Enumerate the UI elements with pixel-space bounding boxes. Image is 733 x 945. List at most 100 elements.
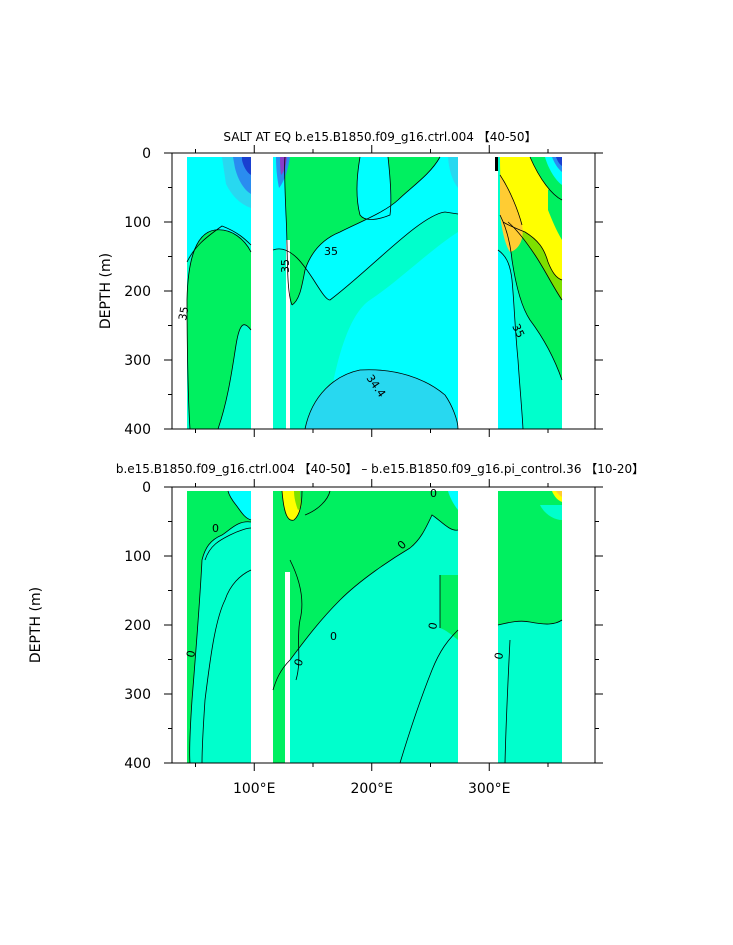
top-fill-purple-coast xyxy=(280,157,287,175)
top-panel: SALT AT EQ b.e15.B1850.f09_g16.ctrl.004 … xyxy=(98,130,603,438)
top-fill-deep-west xyxy=(242,157,251,175)
bot-contour-line-8 xyxy=(497,619,563,626)
top-ylabel: DEPTH (m) xyxy=(98,253,114,329)
bot-fill-aqua-lower xyxy=(400,630,458,763)
top-axis-ticks xyxy=(164,145,603,437)
top-fill-lightblue-bottom xyxy=(305,369,458,429)
top-contour-line-5 xyxy=(284,156,293,306)
top-contour-line-11 xyxy=(499,214,563,381)
bot-contour-line-2 xyxy=(227,490,252,521)
top-land-black xyxy=(495,157,498,171)
bot-fill-cyan-eastedge xyxy=(448,491,458,510)
top-ytick-label-3: 300 xyxy=(124,353,151,369)
top-contour-line-14 xyxy=(499,174,523,226)
bottom-ylabel: DEPTH (m) xyxy=(28,587,44,663)
top-contour-label-2: 35 xyxy=(279,259,292,273)
bot-mask-strip-1 xyxy=(251,487,273,763)
top-contour-label-1: 35 xyxy=(176,305,191,321)
top-contour-line-8 xyxy=(304,369,459,429)
bot-contour-label-2: 0 xyxy=(184,649,198,658)
bottom-ytick-label-2: 200 xyxy=(124,618,151,634)
bot-fill-green-eastedge xyxy=(440,575,458,640)
bottom-xtick-labels: 100°E 200°E 300°E xyxy=(233,781,511,797)
top-fill-cyan-east xyxy=(498,250,523,429)
bot-contour-line-4 xyxy=(201,569,252,763)
top-mask-strip-3 xyxy=(458,153,498,429)
bot-fill-green-west xyxy=(187,491,251,763)
bottom-ytick-labels: 0 100 200 300 400 xyxy=(124,480,151,772)
bottom-ytick-label-0: 0 xyxy=(142,480,151,496)
top-contour-line-9 xyxy=(356,156,392,220)
bottom-panel: b.e15.B1850.f09_g16.ctrl.004 【40-50】 – b… xyxy=(28,462,644,797)
top-mask-strip-2 xyxy=(286,240,290,429)
bot-mask-left xyxy=(172,487,187,763)
top-panel-title: SALT AT EQ b.e15.B1850.f09_g16.ctrl.004 … xyxy=(223,130,536,144)
bot-mask-strip-3 xyxy=(458,487,498,763)
top-contour-line-2 xyxy=(186,229,252,301)
top-contour-label-5: 35 xyxy=(509,322,527,340)
top-fill-green-central xyxy=(284,157,440,305)
bot-contour-label-7: 0 xyxy=(430,487,437,500)
top-fill-blue-coast xyxy=(276,157,290,188)
bot-contour-line-1 xyxy=(189,521,252,763)
top-fill-green-cape xyxy=(357,157,391,220)
top-contour-line-12 xyxy=(507,221,563,301)
top-fill-deep-corner xyxy=(556,157,562,166)
top-contour-line-10 xyxy=(497,249,524,429)
top-ytick-label-1: 100 xyxy=(124,215,151,231)
bot-contour-label-6: 0 xyxy=(426,621,440,630)
bottom-xtick-label-1: 200°E xyxy=(350,781,393,797)
top-contour-line-4 xyxy=(217,324,252,429)
top-fill-lightblue-east-edge xyxy=(448,157,458,188)
bot-contour-label-1: 0 xyxy=(212,522,219,535)
bottom-panel-title: b.e15.B1850.f09_g16.ctrl.004 【40-50】 – b… xyxy=(116,462,644,476)
bot-fill-aqua-east xyxy=(498,620,562,763)
bot-mask-strip-2 xyxy=(285,572,290,763)
bottom-contour-labels: 0 0 0 0 0 0 0 0 xyxy=(184,487,506,668)
top-contour-line-3 xyxy=(186,299,191,429)
top-mask-strip-1 xyxy=(251,153,273,429)
top-fill-orange-east xyxy=(500,175,523,252)
bot-contour-label-4: 0 xyxy=(330,630,337,643)
bottom-ytick-label-4: 400 xyxy=(124,756,151,772)
top-contour-label-3: 35 xyxy=(324,245,338,258)
bottom-contour-fills: 0 0 0 0 0 0 0 0 xyxy=(172,487,595,763)
bot-fill-aqua-corner xyxy=(540,505,562,520)
bot-fill-aqua-west xyxy=(199,528,251,763)
bot-contour-label-3: 0 xyxy=(292,657,307,668)
top-ytick-label-0: 0 xyxy=(142,146,151,162)
bot-fill-green-strip xyxy=(273,530,285,763)
bot-mask-right xyxy=(562,487,595,763)
top-ytick-label-2: 200 xyxy=(124,284,151,300)
bottom-xtick-label-2: 300°E xyxy=(468,781,511,797)
bot-contour-line-12 xyxy=(289,559,303,681)
bottom-contour-lines xyxy=(189,490,563,763)
top-contour-line-7 xyxy=(272,211,459,301)
top-contour-line-15 xyxy=(529,156,563,201)
bot-contour-line-3 xyxy=(204,527,252,561)
top-contour-lines xyxy=(186,156,563,429)
bot-contour-line-5 xyxy=(272,514,459,691)
top-ytick-label-4: 400 xyxy=(124,422,151,438)
bot-fill-green-patch xyxy=(300,491,330,515)
top-mask-left xyxy=(172,153,187,429)
bottom-xtick-label-0: 100°E xyxy=(233,781,276,797)
bot-fill-cyan-west xyxy=(228,491,251,520)
top-contour-line-13 xyxy=(502,221,563,281)
bot-fill-green-central xyxy=(273,491,458,690)
top-contour-line-6 xyxy=(291,156,441,306)
bottom-ytick-label-3: 300 xyxy=(124,687,151,703)
bottom-axis-ticks xyxy=(164,479,603,771)
bot-contour-line-10 xyxy=(281,490,303,521)
top-mask-right xyxy=(562,153,595,429)
top-fill-yellow-east xyxy=(500,157,562,280)
top-contour-fills: 35 35 35 34.4 35 xyxy=(172,153,595,429)
bot-fill-orange-corner xyxy=(556,491,562,497)
bot-contour-label-8: 0 xyxy=(492,651,506,660)
top-ytick-labels: 0 100 200 300 400 xyxy=(124,146,151,438)
bot-contour-line-6 xyxy=(399,629,459,763)
bottom-ytick-label-1: 100 xyxy=(124,549,151,565)
bot-contour-line-9 xyxy=(504,639,511,763)
bot-contour-line-11 xyxy=(304,490,331,516)
